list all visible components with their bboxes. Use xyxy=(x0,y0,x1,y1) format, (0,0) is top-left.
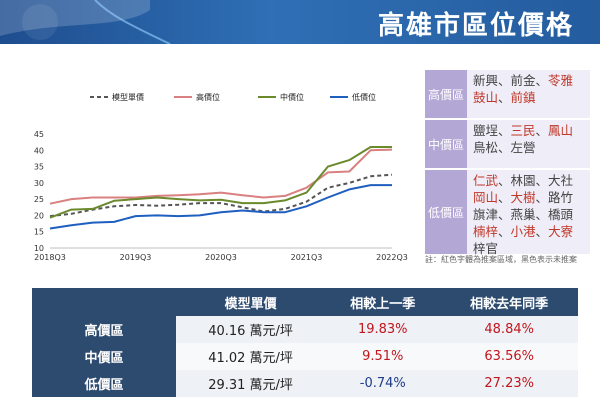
town-name: 三民 xyxy=(510,123,536,138)
header-yoy: 相較去年同季 xyxy=(440,288,578,316)
region-divider xyxy=(425,168,590,170)
town-name: 、林園、大社 xyxy=(498,173,574,188)
series-line-0 xyxy=(49,173,393,218)
town-name: 前鎮 xyxy=(510,90,536,105)
y-tick-label: 20 xyxy=(34,211,44,220)
yoy-cell: 27.23% xyxy=(440,370,578,397)
row-label: 中價區 xyxy=(32,343,176,370)
town-line: 岡山、大樹、路竹 xyxy=(473,189,586,206)
town-line: 鹽埕、三民、鳳山 xyxy=(473,122,586,139)
x-tick-label: 2019Q3 xyxy=(120,253,152,262)
town-name: 鳳山 xyxy=(548,123,574,138)
town-name: 新興 xyxy=(473,73,499,88)
town-name: 鼓山 xyxy=(473,90,499,105)
price-cell: 41.02 萬元/坪 xyxy=(176,343,326,370)
region-label: 高價區 xyxy=(425,70,467,118)
town-name: 旗津、燕巢、橋頭 xyxy=(473,207,574,222)
town-name: 、 xyxy=(498,224,511,239)
town-name: 楠梓 xyxy=(473,224,499,239)
town-name: 、 xyxy=(498,90,511,105)
region-towns: 仁武、林園、大社 岡山、大樹、路竹 旗津、燕巢、橋頭 楠梓、小港、大寮 梓官 xyxy=(467,170,590,257)
qoq-cell: 9.51% xyxy=(325,343,441,370)
town-name: 小港 xyxy=(510,224,536,239)
region-divider xyxy=(425,118,590,120)
y-tick-label: 45 xyxy=(34,130,44,139)
town-line: 仁武、林園、大社 xyxy=(473,172,586,189)
header-banner: 高雄市區位價格 xyxy=(0,0,600,44)
town-name: 大樹 xyxy=(510,190,536,205)
yoy-cell: 63.56% xyxy=(440,343,578,370)
y-tick-label: 10 xyxy=(34,244,44,253)
series-line-1 xyxy=(49,148,393,205)
town-name: 梓官 xyxy=(473,241,499,256)
region-row: 高價區 新興、前金、苓雅 鼓山、前鎮 xyxy=(425,70,590,118)
row-label: 高價區 xyxy=(32,316,176,343)
town-name: 仁武 xyxy=(473,173,499,188)
y-tick-label: 30 xyxy=(34,179,44,188)
yoy-cell: 48.84% xyxy=(440,316,578,343)
town-name: 、 xyxy=(535,123,549,138)
summary-header-row: 模型單價 相較上一季 相較去年同季 xyxy=(32,288,578,316)
y-tick-label: 15 xyxy=(34,228,44,237)
town-line: 新興、前金、苓雅 xyxy=(473,72,586,89)
qoq-cell: -0.74% xyxy=(325,370,441,397)
region-towns: 鹽埕、三民、鳳山 鳥松、左營 xyxy=(467,120,590,168)
series-line-3 xyxy=(49,184,392,230)
y-tick-label: 25 xyxy=(34,195,44,204)
x-tick-label: 2022Q3 xyxy=(376,253,408,262)
price-cell: 40.16 萬元/坪 xyxy=(176,316,326,343)
header-model-price: 模型單價 xyxy=(176,288,326,316)
legend-label: 低價位 xyxy=(352,92,376,102)
table-row: 中價區 41.02 萬元/坪 9.51% 63.56% xyxy=(32,343,578,370)
page-title: 高雄市區位價格 xyxy=(377,11,574,41)
color-note: 註：紅色字體為推案區域，黑色表示未推案 xyxy=(425,255,577,264)
town-name: 、 xyxy=(535,224,549,239)
y-tick-label: 35 xyxy=(34,163,44,172)
region-label: 低價區 xyxy=(425,170,467,254)
region-legend-box: 高價區 新興、前金、苓雅 鼓山、前鎮 中價區 鹽埕、三民、鳳山 鳥松、左營 低價區 仁武、林園… xyxy=(425,70,590,257)
y-tick-label: 40 xyxy=(34,146,44,155)
town-line: 旗津、燕巢、橋頭 xyxy=(473,206,586,223)
town-name: 、前金、 xyxy=(498,73,549,88)
qoq-cell: 19.83% xyxy=(325,316,441,343)
town-line: 鼓山、前鎮 xyxy=(473,89,586,106)
town-name: 苓雅 xyxy=(548,73,574,88)
header-corner xyxy=(32,288,176,316)
legend-label: 中價位 xyxy=(280,92,304,102)
row-label: 低價區 xyxy=(32,370,176,397)
legend-label: 模型單價 xyxy=(112,92,144,102)
region-label: 中價區 xyxy=(425,120,467,168)
x-tick-label: 2020Q3 xyxy=(205,253,237,262)
x-tick-label: 2018Q3 xyxy=(34,253,66,262)
town-line: 梓官 xyxy=(473,240,586,257)
town-name: 鳥松、左營 xyxy=(473,140,536,155)
x-tick-label: 2021Q3 xyxy=(291,253,323,262)
town-line: 鳥松、左營 xyxy=(473,139,586,156)
town-name: 、路竹 xyxy=(535,190,574,205)
town-line: 楠梓、小港、大寮 xyxy=(473,223,586,240)
series-line-2 xyxy=(49,146,392,219)
price-cell: 29.31 萬元/坪 xyxy=(176,370,326,397)
banner-decoration xyxy=(0,0,171,44)
header-qoq: 相較上一季 xyxy=(325,288,441,316)
region-row: 低價區 仁武、林園、大社 岡山、大樹、路竹 旗津、燕巢、橋頭 楠梓、小港、大寮 梓官 xyxy=(425,170,590,257)
price-trend-chart: 10 15 20 25 30 35 40 45 2018Q3 2019Q3 2020Q3 2021Q3… xyxy=(20,82,410,272)
table-row: 高價區 40.16 萬元/坪 19.83% 48.84% xyxy=(32,316,578,343)
town-name: 岡山 xyxy=(473,190,499,205)
region-towns: 新興、前金、苓雅 鼓山、前鎮 xyxy=(467,70,590,118)
legend-label: 高價位 xyxy=(196,92,220,102)
chart-svg: 10 15 20 25 30 35 40 45 2018Q3 2019Q3 2020Q3 2021Q3… xyxy=(34,92,408,262)
table-row: 低價區 29.31 萬元/坪 -0.74% 27.23% xyxy=(32,370,578,397)
region-row: 中價區 鹽埕、三民、鳳山 鳥松、左營 xyxy=(425,120,590,168)
town-name: 大寮 xyxy=(548,224,574,239)
town-name: 鹽埕、 xyxy=(473,123,511,138)
summary-table: 模型單價 相較上一季 相較去年同季 高價區 40.16 萬元/坪 19.83% … xyxy=(32,288,578,397)
town-name: 、 xyxy=(498,190,511,205)
